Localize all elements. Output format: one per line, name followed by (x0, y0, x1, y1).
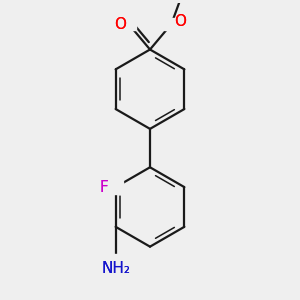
Text: NH₂: NH₂ (101, 261, 130, 276)
Bar (103, 254, 128, 268)
Bar (122, 18, 136, 30)
Text: NH₂: NH₂ (101, 261, 130, 276)
Bar (164, 18, 178, 30)
Text: O: O (174, 14, 186, 29)
Text: O: O (114, 16, 126, 32)
Text: O: O (174, 14, 186, 29)
Text: F: F (99, 180, 108, 195)
Text: F: F (99, 180, 108, 195)
Bar (109, 181, 123, 194)
Text: O: O (114, 16, 126, 32)
